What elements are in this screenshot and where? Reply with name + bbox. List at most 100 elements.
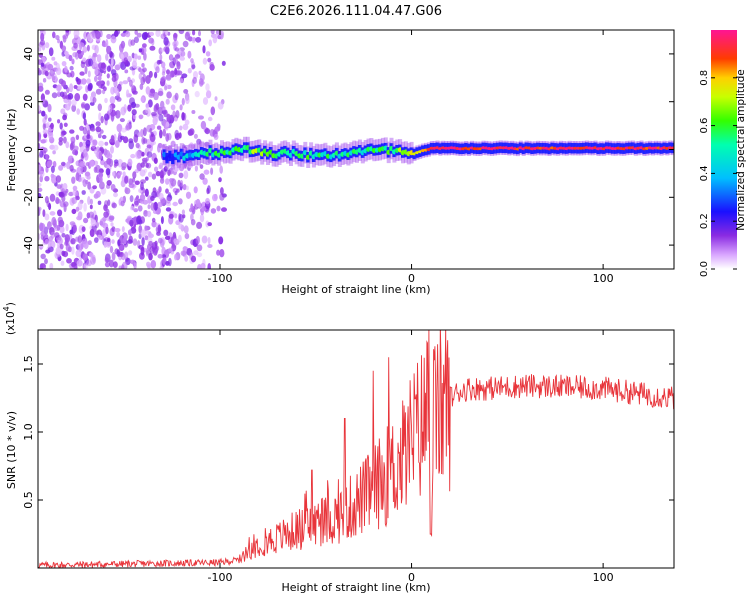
spectrogram-noise-dot [174,129,179,139]
spectrogram-noise-dot [207,222,212,227]
spectrogram-noise-dot [163,229,169,236]
spectrogram-noise-dot [89,101,95,106]
spectrogram-noise-dot [62,34,69,40]
spectrogram-noise-dot [46,160,52,168]
spectrogram-noise-dot [84,171,91,180]
spectrogram-noise-dot [88,160,95,168]
spectrogram-noise-dot [63,203,67,213]
spectrogram-noise-dot [165,122,169,131]
spectrogram-noise-dot [148,37,154,44]
spectrogram-noise-dot [137,55,142,60]
spectrogram-noise-dot [146,210,152,218]
spectrogram-noise-dot [124,186,128,194]
spectrogram-noise-dot [38,187,43,192]
spectrogram-noise-dot [38,85,44,92]
snr-xlabel: Height of straight line (km) [281,581,430,594]
spectrogram-noise-dot [213,133,219,140]
spectrogram-noise-dot [138,73,142,80]
spectrogram-noise-dot [41,99,46,105]
spectrogram-noise-dot [173,33,178,38]
spectrogram-noise-dot [125,122,131,131]
snr-scale-label: (x104) [2,302,17,335]
spectrogram-noise-dot [155,66,160,74]
spectrogram-noise-dot [119,244,124,250]
spectrogram-noise-dot [174,47,180,52]
spectrogram-ytick-label: 20 [22,95,35,109]
spectrogram-noise-dot [93,160,99,166]
spectrogram-noise-dot [145,86,151,95]
spectrogram-noise-dot [128,138,134,144]
spectrogram-noise-dot [190,255,197,263]
spectrogram-noise-dot [123,57,129,65]
spectrogram-noise-dot [179,56,185,61]
spectrogram-noise-dot [145,176,149,181]
spectrogram-noise-dot [148,70,153,78]
spectrogram-noise-dot [130,205,135,211]
spectrogram-noise-dot [174,213,178,219]
spectrogram-xtick-label: -100 [208,272,233,285]
spectrogram-noise-dot [182,123,189,131]
spectrogram-noise-dot [172,201,178,207]
spectrogram-noise-dot [104,261,110,268]
spectrogram-noise-dot [71,246,75,255]
spectrogram-noise-dot [207,57,212,63]
spectrogram-noise-dot [164,30,168,36]
spectrogram-noise-dot [60,133,65,138]
spectrogram-noise-dot [140,96,145,103]
spectrogram-noise-dot [55,246,62,255]
spectrogram-noise-dot [81,226,86,233]
spectrogram-noise-dot [155,103,160,110]
spectrogram-noise-dot [181,73,188,79]
spectrogram-noise-dot [202,45,206,54]
spectrogram-noise-dot [90,219,97,227]
spectrogram-noise-dot [112,171,116,177]
spectrogram-noise-dot [92,97,97,103]
spectrogram-noise-dot [65,30,70,33]
spectrogram-noise-dot [205,220,210,228]
snr-xtick-label: 100 [593,571,614,584]
spectrogram-noise-dot [125,30,131,38]
spectrogram-noise-dot [143,127,147,137]
spectrogram-noise-dot [160,77,165,82]
spectrogram-noise-dot [139,83,144,90]
spectrogram-noise-dot [145,106,150,114]
spectrogram-noise-dot [120,200,125,207]
spectrogram-noise-dot [133,134,139,143]
spectrogram-noise-dot [168,213,174,219]
spectrogram-noise-dot [59,243,64,250]
spectrogram-noise-dot [199,80,205,85]
spectrogram-noise-dot [42,209,46,218]
spectrogram-noise-dot [123,236,127,245]
spectrogram-xlabel: Height of straight line (km) [281,283,430,296]
spectrogram-noise-dot [167,169,171,177]
spectrogram-noise-dot [76,108,80,115]
spectrogram-panel: -100 0 100 -40 -20 0 20 40 Height of straight l… [5,29,675,296]
spectrogram-noise-dot [129,79,133,87]
spectrogram-noise-dot [119,196,124,202]
spectrogram-noise-dot [64,65,68,73]
spectrogram-noise-dot [133,53,138,60]
spectrogram-noise-dot [55,67,62,76]
spectrogram-noise-dot [108,104,113,114]
spectrogram-noise-dot [191,110,196,114]
spectrogram-noise-dot [166,196,171,204]
spectrogram-noise-dot [128,183,135,189]
spectrogram-noise-dot [52,160,57,168]
spectrogram-noise-dot [198,30,201,37]
spectrogram-noise-dot [187,50,192,59]
spectrogram-noise-dot [210,106,216,116]
spectrogram-noise-dot [159,54,163,61]
spectrogram-noise-dot [66,258,72,264]
spectrogram-noise-dot [66,72,72,78]
spectrogram-noise-dot [127,104,132,112]
spectrogram-noise-dot [118,265,122,269]
spectrogram-noise-dot [115,88,119,96]
spectrogram-noise-dot [219,249,225,258]
spectrogram-noise-dot [99,176,103,183]
spectrogram-noise-dot [49,193,56,202]
spectrogram-noise-dot [162,128,166,137]
spectrogram-noise-dot [74,150,78,156]
spectrogram-noise-dot [75,51,79,60]
spectrogram-noise-dot [214,126,221,132]
spectrogram-noise-dot [159,129,163,139]
